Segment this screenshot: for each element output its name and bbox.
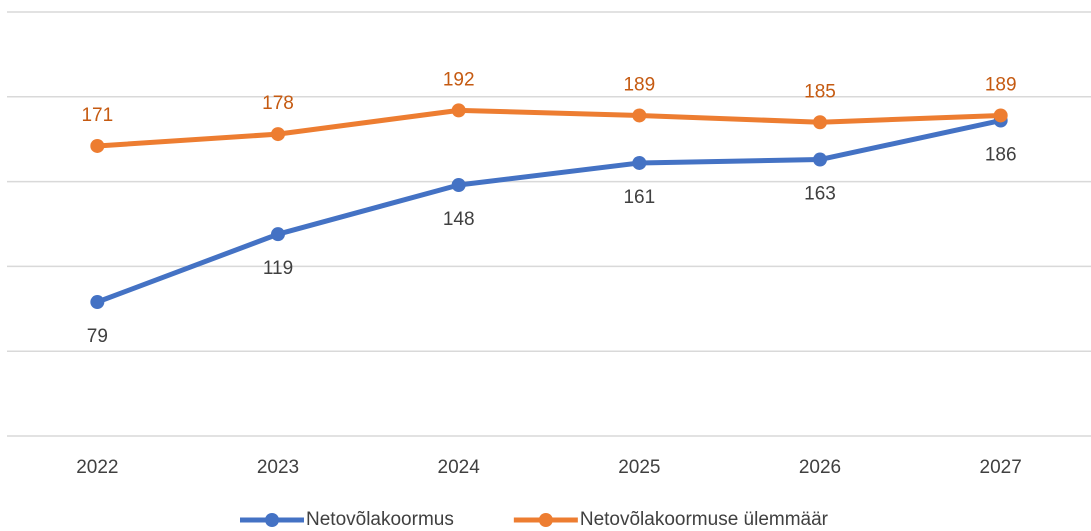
series-line xyxy=(96,118,1002,305)
x-tick-label: 2027 xyxy=(980,457,1022,478)
data-label: 186 xyxy=(985,145,1017,166)
marker xyxy=(271,127,285,142)
data-label: 171 xyxy=(81,105,113,126)
data-label: 163 xyxy=(804,184,836,205)
data-label: 192 xyxy=(443,69,475,90)
x-tick-label: 2026 xyxy=(799,457,841,478)
marker xyxy=(632,155,647,170)
legend-marker xyxy=(265,513,279,527)
x-tick-label: 2023 xyxy=(257,457,299,478)
data-label: 148 xyxy=(443,209,475,230)
marker xyxy=(271,227,285,242)
series-line xyxy=(97,107,1001,149)
data-label: 185 xyxy=(804,81,836,102)
data-label: 119 xyxy=(263,258,293,279)
marker xyxy=(993,108,1008,123)
legend-label: Netovõlakoormus xyxy=(306,509,454,530)
marker xyxy=(451,103,466,118)
marker xyxy=(632,108,647,123)
x-tick-label: 2022 xyxy=(76,457,118,478)
data-label: 161 xyxy=(623,187,655,208)
legend-label: Netovõlakoormuse ülemmäär xyxy=(580,509,829,530)
data-label: 178 xyxy=(262,93,294,114)
data-label: 79 xyxy=(87,326,108,347)
marker xyxy=(90,138,105,153)
x-tick-label: 2024 xyxy=(438,457,481,478)
marker xyxy=(90,295,105,310)
legend-marker xyxy=(538,513,553,527)
marker xyxy=(813,115,827,130)
x-tick-label: 2025 xyxy=(618,457,660,478)
data-label: 189 xyxy=(623,74,655,95)
marker xyxy=(813,152,827,167)
marker xyxy=(451,177,466,192)
data-label: 189 xyxy=(985,74,1017,95)
